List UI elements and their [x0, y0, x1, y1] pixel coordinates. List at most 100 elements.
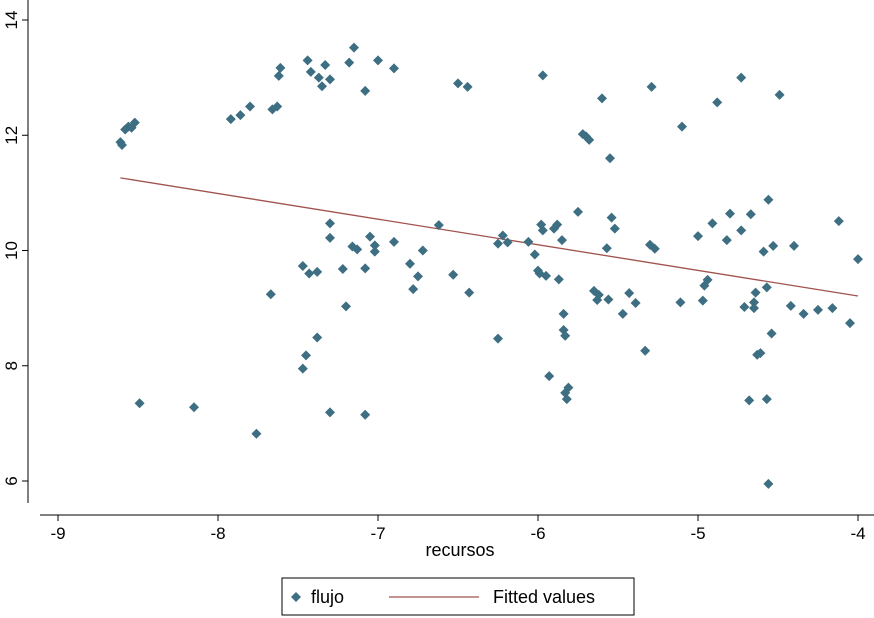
scatter-point: [312, 332, 323, 343]
scatter-point: [313, 72, 324, 83]
scatter-point: [544, 371, 555, 382]
scatter-point: [448, 269, 459, 280]
scatter-point: [750, 287, 761, 298]
scatter-point: [560, 330, 571, 341]
scatter-point: [721, 235, 732, 246]
scatter-point: [774, 89, 785, 100]
x-tick-label: -4: [850, 524, 865, 543]
scatter-point: [630, 297, 641, 308]
scatter-point: [189, 402, 199, 413]
scatter-point: [606, 212, 617, 223]
x-ticks: -9 -8 -7 -6 -5 -4: [50, 515, 866, 543]
scatter-point: [529, 249, 540, 260]
scatter-point: [593, 289, 604, 300]
scatter-point: [553, 274, 564, 285]
scatter-point: [360, 85, 371, 96]
scatter-point: [273, 70, 284, 81]
legend: flujo Fitted values: [281, 577, 635, 616]
scatter-point: [697, 295, 708, 306]
x-axis-title: recursos: [425, 540, 494, 560]
scatter-point: [344, 57, 355, 68]
scatter-point: [320, 59, 331, 70]
scatter-point: [312, 266, 323, 277]
scatter-point: [761, 282, 772, 293]
scatter-point: [301, 350, 311, 361]
scatter-point: [745, 209, 756, 220]
scatter-point: [502, 237, 513, 248]
fitted-line: [120, 177, 859, 297]
scatter-point: [405, 258, 415, 269]
scatter-point: [453, 78, 463, 89]
scatter-point: [739, 301, 750, 312]
scatter-point: [341, 301, 351, 312]
fit-line-layer: [120, 177, 859, 297]
scatter-point: [389, 63, 399, 74]
scatter-point: [251, 428, 262, 439]
scatter-point: [317, 81, 327, 92]
scatter-point: [349, 42, 359, 53]
x-tick-label: -9: [50, 524, 65, 543]
scatter-point: [798, 308, 809, 319]
scatter-point: [369, 246, 380, 257]
scatter-point: [297, 363, 308, 374]
scatter-point: [677, 121, 687, 132]
y-tick-label: 12: [2, 126, 21, 145]
scatter-point: [225, 114, 236, 125]
scatter-point: [325, 232, 335, 243]
scatter-point: [493, 333, 503, 344]
scatter-point: [417, 245, 428, 256]
scatter-point: [749, 303, 759, 314]
scatter-point: [552, 219, 563, 230]
scatter-point: [557, 235, 567, 246]
scatter-point: [573, 206, 583, 217]
scatter-point: [129, 117, 140, 128]
y-tick-label: 6: [2, 476, 21, 485]
scatter-point: [712, 97, 723, 108]
scatter-point: [702, 274, 713, 285]
legend-label-flujo: flujo: [311, 587, 344, 607]
scatter-point: [617, 308, 628, 319]
scatter-point: [337, 263, 348, 274]
scatter-point: [649, 243, 660, 254]
scatter-point: [827, 303, 838, 314]
x-tick-label: -8: [210, 524, 225, 543]
scatter-point: [408, 284, 419, 295]
scatter-point: [736, 225, 747, 236]
y-ticks: 6 8 10 12 14: [2, 11, 28, 486]
scatter-point: [304, 268, 315, 279]
scatter-point: [758, 246, 769, 257]
scatter-point: [749, 297, 759, 308]
scatter-point: [272, 101, 283, 112]
scatter-point: [541, 270, 551, 281]
scatter-point: [433, 220, 444, 231]
scatter-point: [813, 304, 823, 315]
scatter-point: [640, 345, 651, 356]
scatter-point: [365, 231, 375, 242]
scatter-point: [646, 81, 657, 92]
scatter-point: [389, 236, 399, 247]
scatter-point: [325, 218, 335, 229]
scatter-point: [360, 263, 371, 274]
x-tick-label: -7: [370, 524, 385, 543]
scatter-point: [134, 398, 145, 409]
scatter-point: [833, 216, 844, 227]
scatter-point: [523, 236, 534, 247]
scatter-point: [302, 55, 313, 66]
legend-label-fitted-values: Fitted values: [493, 587, 595, 607]
scatter-point: [845, 318, 855, 329]
scatter-point: [275, 62, 286, 73]
scatter-point: [352, 244, 363, 255]
scatter-point: [725, 208, 735, 219]
scatter-point: [603, 294, 614, 305]
scatter-point: [707, 218, 718, 229]
scatter-point: [675, 297, 686, 308]
scatter-point: [297, 261, 308, 272]
scatter-point: [768, 240, 779, 251]
scatter-point: [763, 478, 774, 489]
scatter-point: [537, 70, 548, 81]
y-tick-label: 8: [2, 361, 21, 370]
scatter-point: [235, 110, 246, 121]
scatter-point: [693, 231, 703, 242]
scatter-point: [785, 300, 796, 311]
